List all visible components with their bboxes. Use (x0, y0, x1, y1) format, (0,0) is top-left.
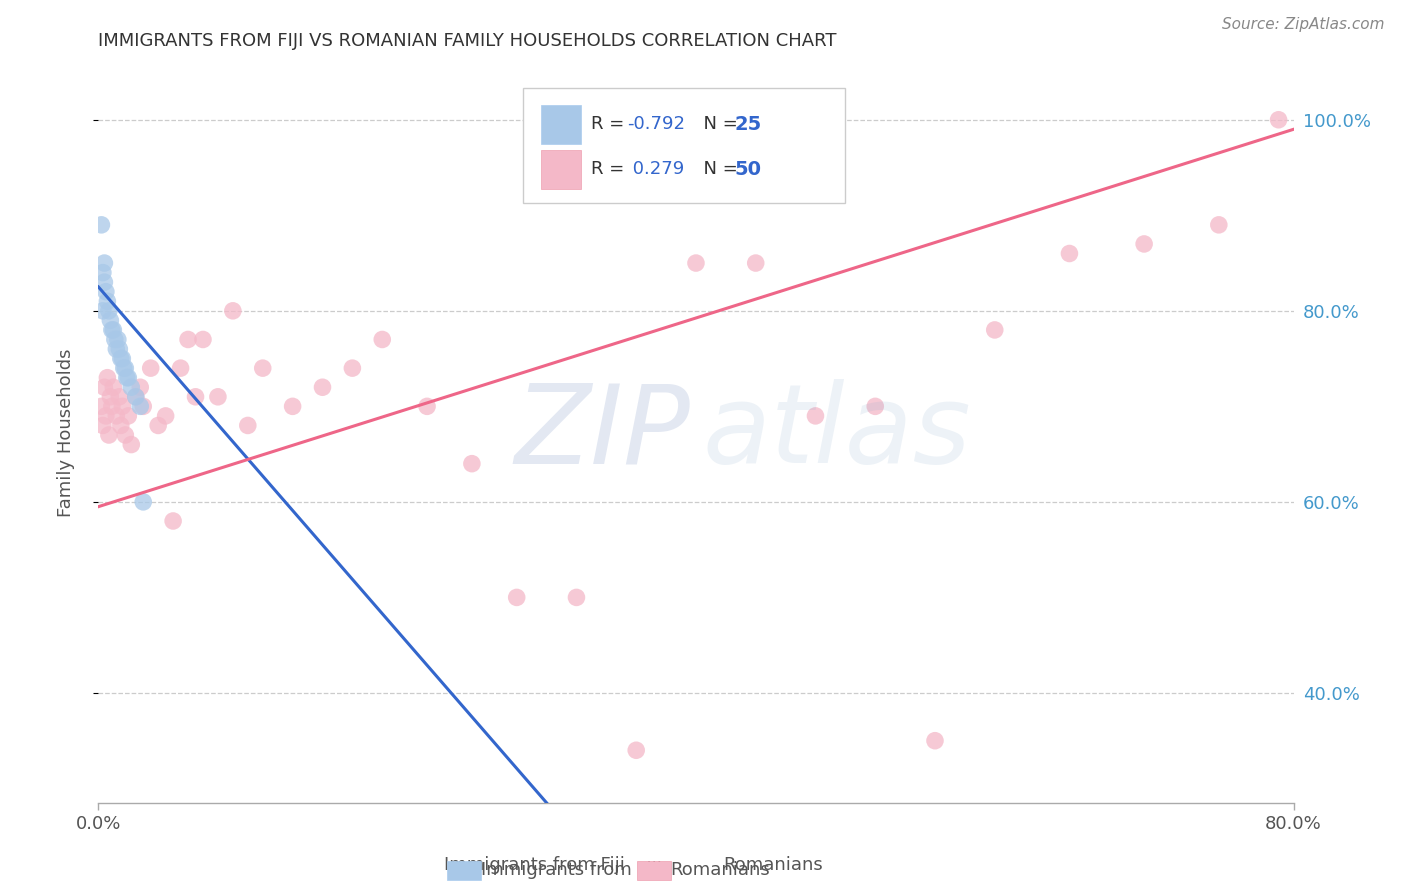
Point (91, 303, 114, 318)
Point (132, 495, 155, 509)
Point (371, 333, 394, 347)
Point (93, 275, 115, 289)
Text: ZIP: ZIP (515, 379, 690, 486)
Point (103, 380, 125, 394)
Point (96, 294, 118, 309)
Point (112, 361, 135, 376)
Point (191, 333, 214, 347)
Point (626, 743, 648, 757)
Point (129, 400, 152, 414)
Point (105, 342, 128, 356)
Point (565, 591, 588, 605)
Text: Immigrants from Fiji: Immigrants from Fiji (444, 855, 624, 873)
Point (162, 514, 184, 528)
Point (125, 390, 148, 404)
Point (685, 256, 707, 270)
Point (94, 285, 117, 299)
Point (104, 333, 127, 347)
Point (90, 400, 112, 414)
Text: R =: R = (591, 161, 630, 178)
Point (117, 409, 139, 423)
Point (117, 370, 139, 384)
Point (90, 218, 112, 232)
Point (93, 380, 115, 394)
Point (1267, 112, 1289, 127)
Point (1208, 218, 1230, 232)
Point (125, 390, 148, 404)
Point (110, 351, 132, 366)
Point (169, 361, 191, 376)
Point (281, 400, 304, 414)
Point (177, 333, 200, 347)
Point (342, 361, 364, 376)
Point (103, 323, 125, 337)
Point (98, 313, 122, 327)
Text: R =: R = (591, 115, 630, 133)
Point (96, 370, 118, 384)
Text: N =: N = (692, 161, 744, 178)
Point (111, 400, 134, 414)
Point (252, 361, 274, 376)
Point (97, 303, 120, 318)
Point (207, 390, 229, 404)
Point (93, 256, 115, 270)
Text: -0.792: -0.792 (627, 115, 685, 133)
Point (416, 400, 439, 414)
Point (91, 266, 114, 280)
Text: Immigrants from Fiji: Immigrants from Fiji (481, 861, 662, 879)
Point (129, 380, 152, 394)
Point (98, 390, 122, 404)
Point (108, 390, 131, 404)
Point (91, 418, 114, 433)
Point (311, 380, 333, 394)
Point (108, 342, 131, 356)
Point (94, 409, 117, 423)
Point (139, 361, 162, 376)
Point (745, 256, 768, 270)
Text: atlas: atlas (702, 379, 970, 486)
Point (97, 428, 120, 442)
Y-axis label: Family Households: Family Households (56, 349, 75, 516)
Text: 25: 25 (734, 115, 762, 134)
Point (120, 380, 142, 394)
Point (107, 333, 129, 347)
Text: 0.279: 0.279 (627, 161, 683, 178)
FancyBboxPatch shape (523, 88, 845, 203)
Point (984, 323, 1007, 337)
Point (148, 418, 170, 433)
Text: 50: 50 (734, 160, 761, 179)
FancyBboxPatch shape (541, 150, 581, 188)
Point (114, 428, 136, 442)
Point (132, 400, 155, 414)
Point (101, 323, 124, 337)
Text: Romanians: Romanians (671, 861, 770, 879)
Point (115, 370, 138, 384)
Point (1133, 236, 1156, 251)
Text: N =: N = (692, 115, 744, 133)
Text: Source: ZipAtlas.com: Source: ZipAtlas.com (1222, 17, 1385, 31)
Point (110, 418, 132, 433)
Point (155, 409, 177, 423)
Text: Romanians: Romanians (724, 855, 823, 873)
Point (804, 409, 827, 423)
Point (1059, 246, 1081, 260)
Point (236, 418, 259, 433)
Point (105, 409, 128, 423)
Point (120, 437, 142, 451)
Point (101, 400, 124, 414)
Point (924, 733, 946, 747)
FancyBboxPatch shape (541, 105, 581, 144)
Point (184, 390, 207, 404)
Point (461, 457, 484, 471)
Point (865, 400, 887, 414)
Text: IMMIGRANTS FROM FIJI VS ROMANIAN FAMILY HOUSEHOLDS CORRELATION CHART: IMMIGRANTS FROM FIJI VS ROMANIAN FAMILY … (98, 32, 837, 50)
Point (222, 303, 245, 318)
Point (506, 591, 529, 605)
Point (111, 351, 134, 366)
Point (114, 361, 136, 376)
